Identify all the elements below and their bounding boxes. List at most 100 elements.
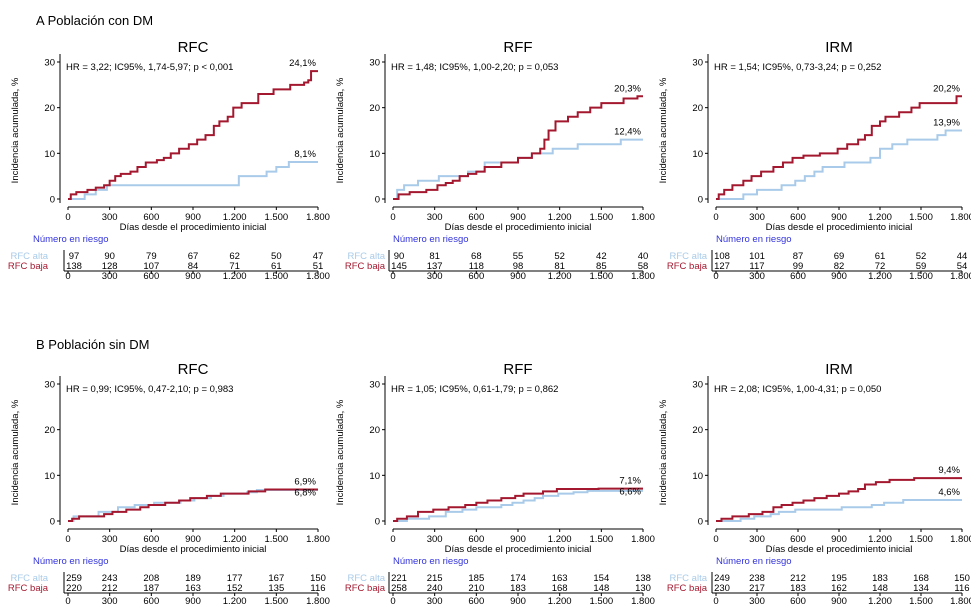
y-tick-label: 0 (698, 195, 703, 206)
risk-label-alta: RFC alta (348, 573, 386, 584)
risk-number-baja: 217 (749, 583, 765, 594)
risk-number-alta: 81 (429, 251, 440, 262)
risk-tick-label: 900 (510, 596, 526, 607)
risk-tick-label: 1.500 (909, 596, 933, 607)
risk-tick-label: 0 (65, 271, 70, 282)
risk-number-baja: 117 (749, 261, 764, 272)
risk-tick-label: 1.500 (264, 596, 288, 607)
risk-tick-label: 300 (427, 271, 443, 282)
y-tick-label: 20 (369, 425, 380, 436)
risk-number-alta: 221 (391, 573, 407, 584)
risk-number-alta: 55 (513, 251, 524, 262)
risk-number-alta: 50 (271, 251, 282, 262)
x-axis-label: Días desde el procedimiento inicial (445, 222, 592, 233)
y-tick-label: 10 (692, 471, 703, 482)
x-tick-label: 1.800 (631, 212, 655, 223)
risk-table-title: Número en riesgo (393, 234, 469, 245)
risk-number-baja: 54 (957, 261, 968, 272)
end-value-label: 12,4% (614, 127, 641, 138)
x-tick-label: 900 (510, 534, 526, 545)
risk-number-baja: 127 (714, 261, 730, 272)
series-line-baja (393, 95, 643, 200)
risk-label-alta: RFC alta (670, 573, 708, 584)
y-tick-label: 30 (369, 58, 380, 69)
risk-number-baja: 99 (793, 261, 804, 272)
risk-table-title: Número en riesgo (716, 234, 792, 245)
x-tick-label: 1.500 (589, 534, 613, 545)
risk-number-alta: 154 (593, 573, 609, 584)
risk-number-baja: 81 (554, 261, 565, 272)
risk-number-alta: 167 (268, 573, 284, 584)
risk-number-alta: 243 (102, 573, 118, 584)
risk-tick-label: 0 (713, 596, 718, 607)
y-tick-label: 10 (692, 149, 703, 160)
risk-number-alta: 259 (66, 573, 82, 584)
y-tick-label: 20 (369, 103, 380, 114)
km-panel-3: IRM010203003006009001.2001.5001.800Días … (658, 39, 971, 282)
end-value-label: 6,8% (294, 487, 316, 498)
series-line-baja (716, 477, 962, 522)
x-tick-label: 0 (390, 212, 395, 223)
risk-label-baja: RFC baja (667, 261, 708, 272)
risk-number-baja: 220 (66, 583, 82, 594)
section-title-b: B Población sin DM (36, 337, 149, 352)
risk-number-baja: 210 (468, 583, 484, 594)
risk-number-alta: 62 (229, 251, 240, 262)
risk-number-baja: 59 (916, 261, 927, 272)
risk-number-baja: 71 (229, 261, 240, 272)
risk-tick-label: 900 (831, 271, 847, 282)
risk-number-baja: 135 (268, 583, 284, 594)
risk-number-baja: 148 (872, 583, 888, 594)
y-tick-label: 0 (375, 195, 380, 206)
y-axis-label: Incidencia acumulada, % (335, 77, 346, 183)
risk-number-alta: 52 (554, 251, 565, 262)
x-tick-label: 0 (65, 212, 70, 223)
x-tick-label: 1.500 (589, 212, 613, 223)
risk-tick-label: 1.800 (631, 596, 655, 607)
risk-label-alta: RFC alta (348, 251, 386, 262)
x-tick-label: 300 (749, 212, 765, 223)
risk-number-baja: 138 (66, 261, 82, 272)
y-axis-label: Incidencia acumulada, % (10, 77, 21, 183)
risk-tick-label: 300 (749, 271, 765, 282)
y-tick-label: 10 (44, 149, 55, 160)
risk-number-baja: 212 (102, 583, 118, 594)
x-tick-label: 1.800 (306, 212, 330, 223)
hr-annotation: HR = 3,22; IC95%, 1,74-5,97; p < 0,001 (66, 62, 233, 73)
risk-label-baja: RFC baja (345, 583, 386, 594)
x-tick-label: 1.200 (223, 212, 247, 223)
risk-number-baja: 72 (875, 261, 886, 272)
x-tick-label: 1.800 (631, 534, 655, 545)
risk-number-alta: 195 (831, 573, 847, 584)
risk-tick-label: 1.800 (306, 271, 330, 282)
y-tick-label: 20 (692, 103, 703, 114)
risk-number-baja: 130 (635, 583, 651, 594)
risk-number-baja: 58 (638, 261, 649, 272)
risk-label-baja: RFC baja (345, 261, 386, 272)
risk-number-alta: 138 (635, 573, 651, 584)
risk-tick-label: 1.200 (548, 596, 572, 607)
risk-tick-label: 600 (790, 271, 806, 282)
risk-tick-label: 600 (143, 271, 159, 282)
risk-number-baja: 152 (227, 583, 243, 594)
risk-tick-label: 900 (510, 271, 526, 282)
series-line-baja (393, 487, 643, 522)
risk-number-alta: 163 (552, 573, 568, 584)
hr-annotation: HR = 1,48; IC95%, 1,00-2,20; p = 0,053 (391, 62, 558, 73)
risk-number-baja: 145 (391, 261, 407, 272)
risk-tick-label: 1.200 (223, 271, 247, 282)
y-axis-label: Incidencia acumulada, % (658, 399, 669, 505)
risk-number-alta: 52 (916, 251, 927, 262)
x-tick-label: 1.200 (548, 534, 572, 545)
x-tick-label: 600 (143, 534, 159, 545)
risk-label-alta: RFC alta (670, 251, 708, 262)
risk-number-alta: 183 (872, 573, 888, 584)
hr-annotation: HR = 2,08; IC95%, 1,00-4,31; p = 0,050 (714, 384, 881, 395)
x-tick-label: 1.500 (909, 534, 933, 545)
risk-number-alta: 249 (714, 573, 730, 584)
km-panel-6: IRM010203003006009001.2001.5001.800Días … (658, 361, 971, 607)
x-tick-label: 1.500 (264, 534, 288, 545)
